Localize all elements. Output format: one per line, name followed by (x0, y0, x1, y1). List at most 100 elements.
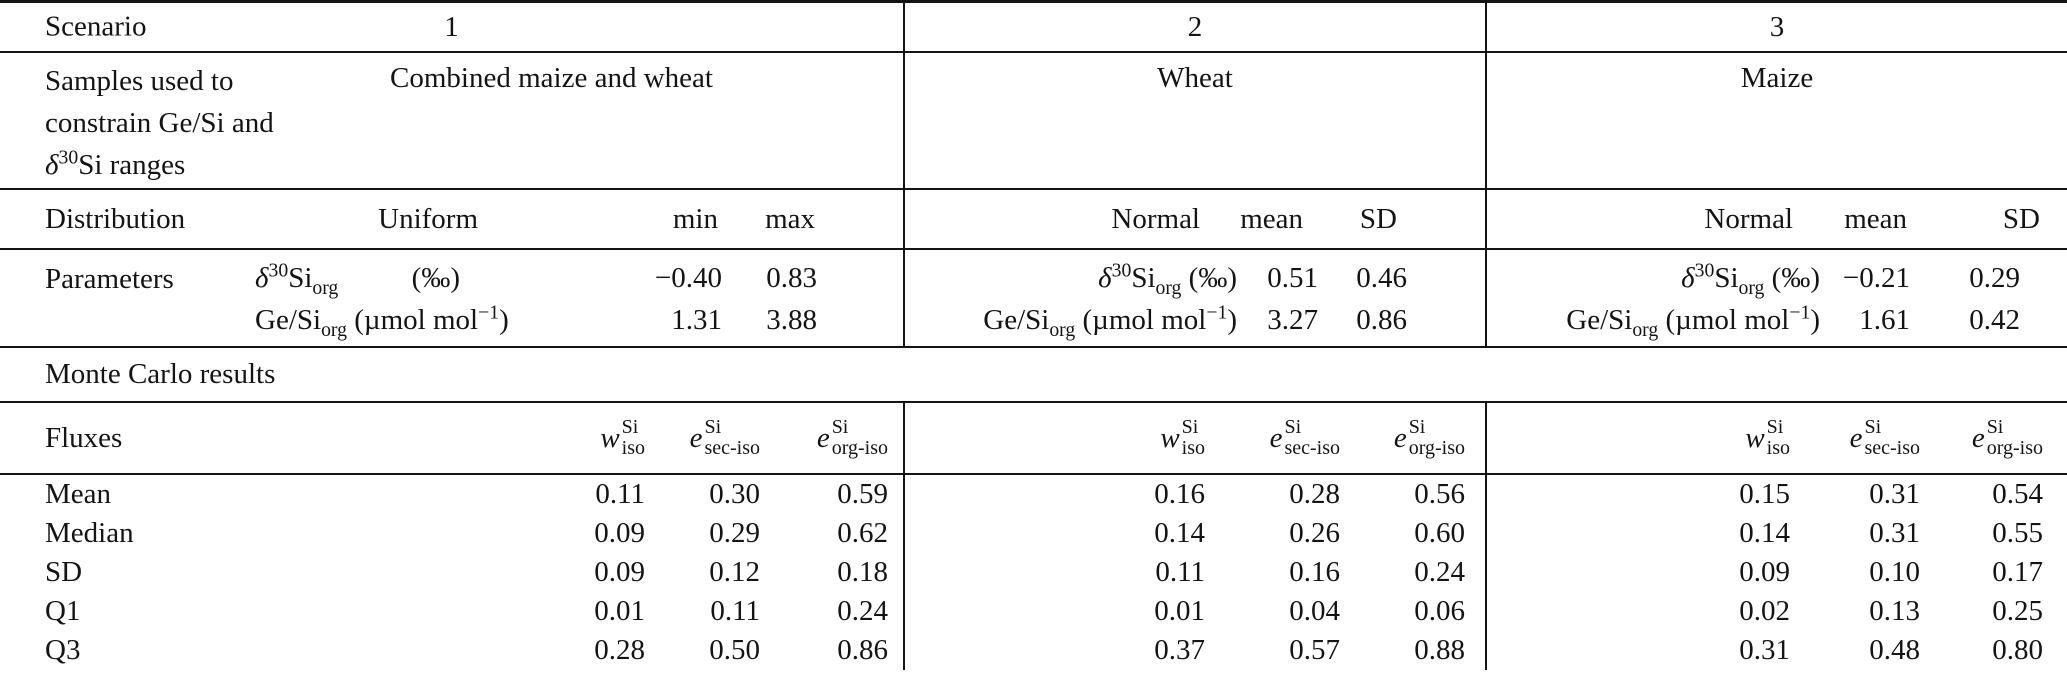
samples-row-label: Samples used to constrain Ge/Si and δ30S… (45, 60, 345, 186)
value-cell: 0.14 (1154, 517, 1205, 549)
value-cell: 0.10 (1869, 556, 1920, 588)
param2-value1-s3: 1.61 (1859, 303, 1910, 336)
parameters-block-2: δ30Siorg (‰) 0.51 0.46 Ge/Siorg (µmol mo… (905, 250, 1487, 346)
value-cell: 0.01 (594, 595, 645, 627)
results-row-median: Median 0.09 0.29 0.62 0.14 0.26 0.60 0.1… (0, 514, 2067, 553)
param1-symbol-s2: δ30Siorg (‰) (1098, 258, 1237, 299)
results-row-sd: SD 0.09 0.12 0.18 0.11 0.16 0.24 0.09 0.… (0, 553, 2067, 592)
scenario-number-1: 1 (444, 10, 459, 43)
value-cell: 0.60 (1414, 517, 1465, 549)
value-cell: 0.29 (709, 517, 760, 549)
flux-symbol-e-sec-iso-s2: e Si sec-iso (1269, 416, 1340, 459)
value-cell: 0.48 (1869, 634, 1920, 666)
value-cell: 0.86 (837, 634, 888, 666)
results-row-q1: Q1 0.01 0.11 0.24 0.01 0.04 0.06 0.02 0.… (0, 592, 2067, 631)
value-cell: 0.37 (1154, 634, 1205, 666)
value-cell: 0.09 (1739, 556, 1790, 588)
scenario-label: Scenario (45, 10, 147, 43)
param1-line-2: δ30Siorg (‰) 0.51 0.46 (905, 257, 1485, 299)
parameters-label: Parameters (45, 263, 174, 295)
value-cell: 0.50 (709, 634, 760, 666)
row-label-mean: Mean (45, 478, 112, 510)
param2-line-3: Ge/Siorg (µmol mol−1) 1.61 0.42 (1487, 299, 2067, 341)
samples-value-1: Combined maize and wheat (390, 62, 713, 94)
scenario-block-3: 3 (1487, 3, 2067, 51)
param1-value2-s2: 0.46 (1356, 261, 1407, 294)
row-label-q1: Q1 (45, 595, 81, 627)
distribution-row: Distribution Uniform min max Normal mean… (0, 190, 2067, 250)
value-cell: 0.16 (1289, 556, 1340, 588)
flux-symbol-e-org-iso-s3: e Si org-iso (1971, 416, 2043, 459)
value-cell: 0.01 (1154, 595, 1205, 627)
value-cell: 0.25 (1992, 595, 2043, 627)
param2-value2-s1: 3.88 (766, 303, 817, 336)
distribution-block-2: Normal mean SD (905, 190, 1487, 248)
scenario-number-2: 2 (1187, 10, 1203, 43)
distribution-type-1: Uniform (378, 202, 478, 235)
value-cell: 0.02 (1739, 595, 1790, 627)
param1-value2-s3: 0.29 (1969, 261, 2020, 294)
distribution-label: Distribution (45, 202, 186, 235)
samples-block-1: Samples used to constrain Ge/Si and δ30S… (0, 53, 905, 188)
distribution-col1-3: mean (1844, 202, 1907, 235)
distribution-col1-2: mean (1240, 202, 1303, 235)
value-cell: 0.04 (1289, 595, 1340, 627)
monte-carlo-label: Monte Carlo results (45, 358, 276, 390)
value-cell: 0.12 (709, 556, 760, 588)
distribution-col2-3: SD (2002, 202, 2040, 235)
samples-label-line1: Samples used to (45, 65, 234, 97)
value-cell: 0.57 (1289, 634, 1340, 666)
value-cell: 0.11 (595, 478, 645, 510)
value-cell: 0.11 (710, 595, 760, 627)
value-cell: 0.14 (1739, 517, 1790, 549)
scenario-block-1: Scenario 1 (0, 3, 905, 51)
param2-value1-s2: 3.27 (1267, 303, 1318, 336)
scenario-number-3: 3 (1769, 10, 1785, 43)
param2-line-1: Ge/Siorg (µmol mol−1) 1.31 3.88 (0, 299, 903, 341)
distribution-col2-1: max (765, 202, 815, 235)
param2-symbol-s3: Ge/Siorg (µmol mol−1) (1566, 300, 1820, 341)
param1-value1-s1: −0.40 (654, 261, 722, 294)
row-label-q3: Q3 (45, 634, 81, 666)
value-cell: 0.24 (1414, 556, 1465, 588)
value-cell: 0.17 (1992, 556, 2043, 588)
value-cell: 0.56 (1414, 478, 1465, 510)
param1-line-1: δ30Siorg (‰) −0.40 0.83 (0, 257, 903, 299)
fluxes-header-row: Fluxes w Si iso e Si sec-iso e Si org-iso w Si i… (0, 403, 2067, 475)
param1-line-3: δ30Siorg (‰) −0.21 0.29 (1487, 257, 2067, 299)
parameters-block-3: δ30Siorg (‰) −0.21 0.29 Ge/Siorg (µmol m… (1487, 250, 2067, 346)
scenario-row: Scenario 1 2 3 (0, 3, 2067, 53)
distribution-block-3: Normal mean SD (1487, 190, 2067, 248)
results-row-q3: Q3 0.28 0.50 0.86 0.37 0.57 0.88 0.31 0.… (0, 631, 2067, 670)
param2-line-2: Ge/Siorg (µmol mol−1) 3.27 0.86 (905, 299, 1485, 341)
samples-value-2: Wheat (1157, 62, 1233, 94)
value-cell: 0.11 (1155, 556, 1205, 588)
value-cell: 0.06 (1414, 595, 1465, 627)
fluxes-label: Fluxes (45, 421, 123, 454)
monte-carlo-section-header: Monte Carlo results (0, 348, 2067, 403)
value-cell: 0.09 (594, 556, 645, 588)
flux-symbol-e-org-iso: e Si org-iso (816, 416, 888, 459)
param1-symbol: δ30Siorg (255, 258, 339, 299)
flux-symbol-w-iso: w Si iso (600, 416, 645, 459)
value-cell: 0.28 (594, 634, 645, 666)
param1-value2-s1: 0.83 (766, 261, 817, 294)
flux-symbol-e-sec-iso: e Si sec-iso (689, 416, 760, 459)
value-cell: 0.54 (1992, 478, 2043, 510)
value-cell: 0.26 (1289, 517, 1340, 549)
samples-block-2: Wheat (905, 53, 1487, 188)
fluxes-block-2: w Si iso e Si sec-iso e Si org-iso (905, 403, 1487, 473)
param2-value2-s3: 0.42 (1969, 303, 2020, 336)
value-cell: 0.62 (837, 517, 888, 549)
flux-symbol-w-iso-s2: w Si iso (1160, 416, 1205, 459)
value-cell: 0.55 (1992, 517, 2043, 549)
param2-value1-s1: 1.31 (671, 303, 722, 336)
samples-label-line3: δ30Si ranges (45, 146, 186, 182)
fluxes-block-3: w Si iso e Si sec-iso e Si org-iso (1487, 403, 2067, 473)
parameters-block-1: δ30Siorg (‰) −0.40 0.83 Ge/Siorg (µmol m… (0, 250, 905, 346)
value-cell: 0.24 (837, 595, 888, 627)
flux-symbol-e-org-iso-s2: e Si org-iso (1393, 416, 1465, 459)
distribution-type-2: Normal (1111, 202, 1200, 235)
samples-block-3: Maize (1487, 53, 2067, 188)
